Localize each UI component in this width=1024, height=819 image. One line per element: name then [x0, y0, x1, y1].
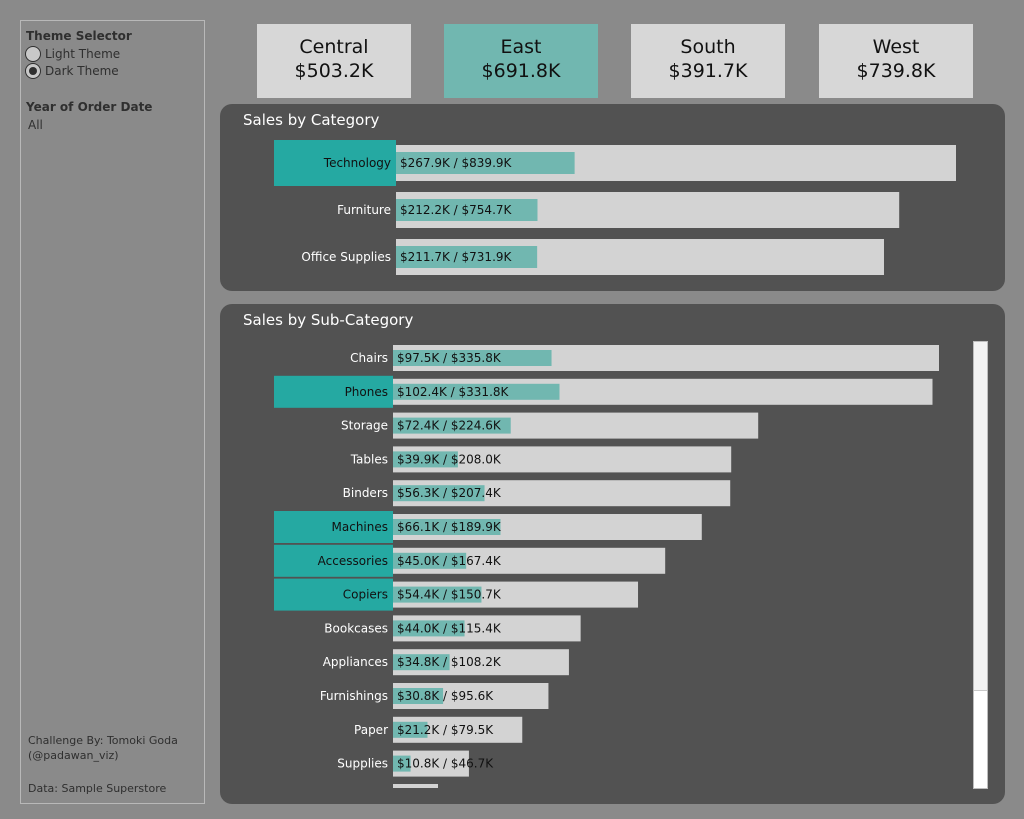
bar-region-supplies — [393, 755, 411, 772]
subcategory-chart-title: Sales by Sub-Category — [243, 311, 414, 329]
highlight-phones — [274, 375, 393, 408]
category-label-copiers: Copiers — [343, 588, 388, 602]
year-filter-value[interactable]: All — [28, 118, 43, 132]
bar-region-phones — [393, 383, 560, 400]
bar-region-accessories — [393, 552, 467, 569]
bar-label-chairs: $97.5K / $335.8K — [397, 351, 502, 365]
category-label-accessories: Accessories — [318, 554, 388, 568]
category-label-chairs: Chairs — [350, 351, 388, 365]
region-sales: $391.7K — [668, 60, 748, 82]
year-filter-title: Year of Order Date — [26, 100, 153, 114]
bar-region-appliances — [393, 654, 450, 671]
dark-theme-label: Dark Theme — [45, 64, 119, 78]
dark-theme-radio[interactable]: Dark Theme — [25, 63, 119, 79]
category-label-tables: Tables — [350, 452, 388, 466]
bar-region-bookcases — [393, 620, 465, 637]
bar-label-office-supplies: $211.7K / $731.9K — [400, 250, 513, 264]
bar-label-storage: $72.4K / $224.6K — [397, 419, 502, 433]
category-label-furniture: Furniture — [337, 203, 391, 217]
highlight-copiers — [274, 578, 393, 611]
category-label-supplies: Supplies — [337, 757, 388, 771]
subcategory-bar-chart: Chairs $97.5K / $335.8K Phones $102.4K / $3… — [274, 345, 939, 788]
highlight-technology — [274, 140, 396, 186]
category-label-phones: Phones — [345, 385, 388, 399]
category-chart-panel: Sales by Category Technology $267.9K / $8… — [220, 104, 1005, 291]
bar-label-bookcases: $44.0K / $115.4K — [397, 621, 502, 635]
bar-region-furnishings — [393, 688, 444, 704]
bar-label-furniture: $212.2K / $754.7K — [400, 203, 513, 217]
bar-label-accessories: $45.0K / $167.4K — [397, 554, 502, 568]
highlight-accessories — [274, 544, 393, 577]
region-tile-central[interactable]: Central $503.2K — [257, 24, 411, 98]
bar-region-machines — [393, 519, 501, 535]
category-label-office-supplies: Office Supplies — [301, 250, 391, 264]
region-name: Central — [299, 36, 369, 58]
scrollbar-thumb[interactable] — [974, 342, 987, 691]
bar-label-paper: $21.2K / $79.5K — [397, 723, 494, 737]
bar-region-storage — [393, 417, 511, 434]
subcategory-chart-panel: Sales by Sub-Category Chairs $97.5K / $33… — [220, 304, 1005, 804]
category-label-binders: Binders — [343, 486, 388, 500]
radio-unchecked-icon — [25, 46, 41, 62]
light-theme-radio[interactable]: Light Theme — [25, 46, 120, 62]
category-chart-title: Sales by Category — [243, 111, 380, 129]
bar-region-furniture — [396, 199, 538, 221]
bar-label-binders: $56.3K / $207.4K — [397, 486, 502, 500]
data-source: Data: Sample Superstore — [28, 782, 167, 795]
bar-label-machines: $66.1K / $189.9K — [397, 520, 502, 534]
bar-label-tables: $39.9K / $208.0K — [397, 452, 502, 466]
region-name: South — [680, 36, 736, 58]
category-label-storage: Storage — [341, 419, 388, 433]
region-sales: $691.8K — [481, 60, 561, 82]
bar-label-copiers: $54.4K / $150.7K — [397, 588, 502, 602]
bar-region-tables — [393, 451, 458, 468]
chart-scrollbar[interactable] — [973, 341, 988, 789]
filter-panel: Theme Selector Light Theme Dark Theme Ye… — [20, 20, 205, 804]
category-label-machines: Machines — [332, 520, 388, 534]
region-name: East — [500, 36, 542, 58]
light-theme-label: Light Theme — [45, 47, 121, 61]
category-label-furnishings: Furnishings — [320, 689, 388, 703]
category-label-bookcases: Bookcases — [324, 621, 388, 635]
bar-label-appliances: $34.8K / $108.2K — [397, 655, 502, 669]
bar-region-paper — [393, 721, 428, 738]
region-tile-west[interactable]: West $739.8K — [819, 24, 973, 98]
bar-region-copiers — [393, 586, 482, 603]
category-label-appliances: Appliances — [323, 655, 388, 669]
region-tile-east[interactable]: East $691.8K — [444, 24, 598, 98]
radio-checked-icon — [25, 63, 41, 79]
bar-label-phones: $102.4K / $331.8K — [397, 385, 510, 399]
highlight-machines — [274, 511, 393, 543]
bar-region-technology — [396, 152, 575, 174]
theme-selector-title: Theme Selector — [26, 29, 132, 43]
bar-region-chairs — [393, 350, 552, 366]
bar-label-supplies: $10.8K / $46.7K — [397, 757, 494, 771]
bar-label-furnishings: $30.8K / $95.6K — [397, 689, 494, 703]
bar-region-binders — [393, 485, 485, 502]
region-sales: $739.8K — [856, 60, 936, 82]
region-sales: $503.2K — [294, 60, 374, 82]
bar-label-technology: $267.9K / $839.9K — [400, 156, 513, 170]
bar-partial-next-row — [393, 784, 438, 788]
region-tile-south[interactable]: South $391.7K — [631, 24, 785, 98]
bar-region-office-supplies — [396, 246, 538, 268]
credit-author: Challenge By: Tomoki Goda — [28, 734, 178, 747]
category-label-technology: Technology — [323, 156, 391, 170]
region-name: West — [872, 36, 920, 58]
category-bar-chart: Technology $267.9K / $839.9K Furniture $212… — [274, 140, 956, 275]
credit-handle: (@padawan_viz) — [28, 749, 119, 762]
category-label-paper: Paper — [354, 723, 388, 737]
